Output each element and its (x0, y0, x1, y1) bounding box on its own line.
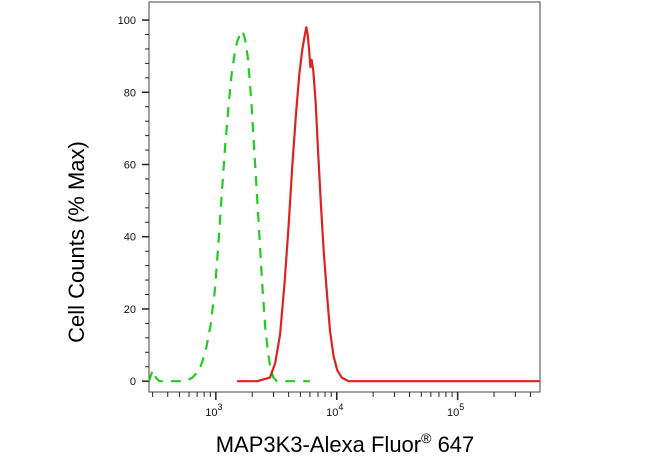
y-tick-label: 20 (124, 304, 136, 316)
x-tick-label-exponent: 5 (459, 402, 464, 412)
series-layer (147, 26, 540, 383)
y-tick-label: 0 (130, 376, 136, 388)
x-tick-label-base: 10 (447, 407, 459, 419)
y-axis-ticks: 0 20 40 60 80 100 (118, 15, 149, 388)
x-axis-ticks: 103 104 105 (152, 392, 531, 419)
y-tick-label: 80 (124, 87, 136, 99)
x-tick-label-base: 10 (326, 407, 338, 419)
x-tick-label-exponent: 4 (338, 402, 343, 412)
y-tick-label: 60 (124, 160, 136, 172)
x-axis-title-superscript: ® (421, 430, 432, 446)
y-axis-title: Cell Counts (% Max) (64, 141, 89, 343)
x-tick-label: 105 (447, 402, 464, 419)
series-line-control (147, 29, 310, 383)
x-axis-title-suffix: 647 (431, 432, 474, 457)
series-line-target (237, 26, 540, 383)
x-tick-label: 104 (326, 402, 343, 419)
plot-frame (148, 1, 541, 393)
x-axis-title: MAP3K3-Alexa Fluor® 647 (216, 430, 475, 457)
x-tick-label-base: 10 (205, 407, 217, 419)
x-tick-label: 103 (205, 402, 222, 419)
x-tick-label-exponent: 3 (217, 402, 222, 412)
y-tick-label: 100 (118, 15, 136, 27)
x-axis-title-main: MAP3K3-Alexa Fluor (216, 432, 421, 457)
y-tick-label: 40 (124, 232, 136, 244)
